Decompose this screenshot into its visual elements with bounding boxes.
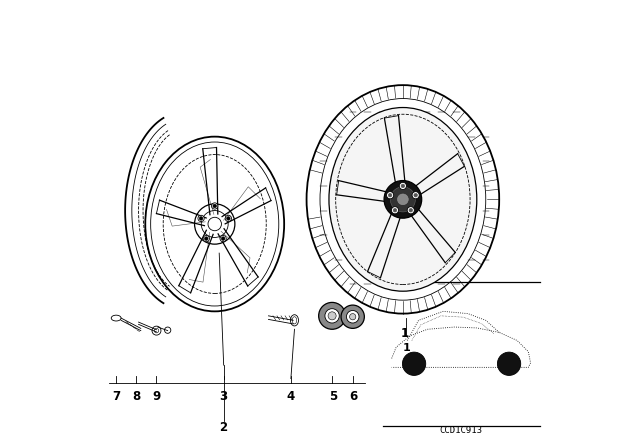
Circle shape bbox=[409, 208, 413, 212]
Circle shape bbox=[388, 194, 392, 197]
Circle shape bbox=[401, 184, 404, 188]
Circle shape bbox=[212, 203, 218, 209]
Circle shape bbox=[497, 352, 521, 375]
Ellipse shape bbox=[329, 108, 477, 291]
Circle shape bbox=[213, 204, 216, 208]
Text: 4: 4 bbox=[287, 390, 295, 403]
Circle shape bbox=[325, 309, 339, 323]
Text: 5: 5 bbox=[330, 390, 337, 403]
Circle shape bbox=[412, 192, 419, 199]
Text: 2: 2 bbox=[220, 421, 228, 435]
Text: 8: 8 bbox=[132, 390, 140, 403]
Text: 3: 3 bbox=[220, 390, 228, 403]
Circle shape bbox=[349, 314, 356, 320]
Text: 1: 1 bbox=[401, 327, 409, 340]
Text: 1: 1 bbox=[403, 343, 410, 353]
Circle shape bbox=[407, 207, 414, 214]
Circle shape bbox=[225, 215, 232, 222]
Text: 6: 6 bbox=[349, 390, 358, 403]
Circle shape bbox=[414, 194, 417, 197]
Circle shape bbox=[227, 217, 230, 220]
Text: 7: 7 bbox=[112, 390, 120, 403]
Text: CCD1C913: CCD1C913 bbox=[440, 426, 483, 435]
Circle shape bbox=[341, 305, 364, 328]
Circle shape bbox=[220, 236, 227, 242]
Circle shape bbox=[384, 181, 422, 218]
Circle shape bbox=[198, 215, 204, 222]
Circle shape bbox=[399, 182, 406, 190]
Circle shape bbox=[403, 352, 426, 375]
Circle shape bbox=[346, 310, 359, 323]
Circle shape bbox=[397, 194, 408, 205]
Circle shape bbox=[319, 302, 346, 329]
Circle shape bbox=[221, 237, 225, 241]
Circle shape bbox=[328, 312, 336, 320]
Text: 9: 9 bbox=[152, 390, 161, 403]
Circle shape bbox=[199, 217, 203, 220]
Circle shape bbox=[392, 207, 399, 214]
Circle shape bbox=[393, 208, 397, 212]
Circle shape bbox=[203, 236, 209, 242]
Circle shape bbox=[390, 187, 415, 212]
Circle shape bbox=[387, 192, 394, 199]
Circle shape bbox=[205, 237, 208, 241]
